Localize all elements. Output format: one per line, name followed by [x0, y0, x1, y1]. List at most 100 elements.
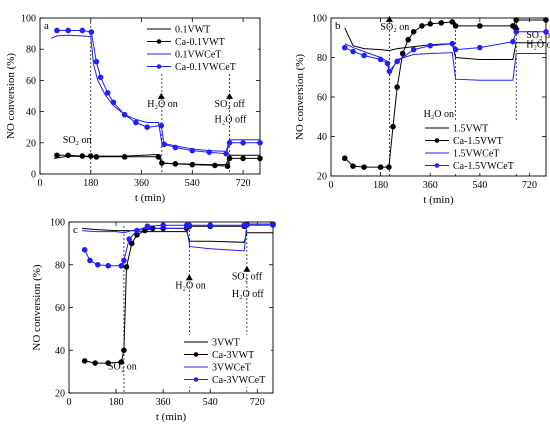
y-axis-label: NO conversion (%) — [31, 264, 43, 350]
data-point — [410, 29, 417, 35]
y-tick-label: 60 — [26, 76, 36, 87]
data-point — [452, 46, 459, 53]
legend-box — [423, 121, 541, 173]
annotation-text: SO₂ on — [63, 135, 92, 146]
series-line — [51, 34, 260, 152]
data-point — [427, 42, 434, 49]
data-point — [121, 111, 128, 118]
data-point — [244, 222, 250, 229]
legend-marker — [434, 163, 440, 168]
data-point — [161, 141, 167, 148]
series-line — [84, 224, 273, 267]
data-point — [223, 150, 229, 157]
data-point — [105, 360, 112, 366]
data-point — [377, 164, 384, 170]
x-tick-label: 720 — [250, 397, 265, 408]
data-point — [159, 160, 165, 166]
x-axis-label: t (min) — [135, 192, 166, 204]
data-point — [158, 122, 165, 129]
data-point — [87, 257, 93, 264]
series-Ca-1.5VWCeT — [341, 29, 549, 75]
data-point — [386, 164, 392, 170]
annotation-text: SO₂ on — [108, 361, 137, 372]
legend-label: 0.1VWT — [175, 25, 210, 36]
y-tick-label: 40 — [26, 107, 36, 118]
data-point — [54, 152, 60, 159]
y-tick-label: 20 — [317, 172, 327, 183]
data-point — [121, 257, 127, 264]
y-tick-label: 100 — [50, 218, 65, 229]
series-line — [344, 31, 546, 73]
data-point — [361, 164, 367, 170]
legend-label: 3VWT — [212, 338, 240, 349]
data-point — [377, 56, 384, 63]
legend-label: 1.5VWT — [453, 124, 488, 135]
series-Ca-1.5VWT — [341, 17, 549, 170]
data-point — [118, 263, 125, 269]
series-Ca-0.1VWT — [54, 152, 263, 169]
x-tick-label: 540 — [203, 397, 218, 408]
data-point — [390, 123, 396, 130]
annotation-text: H₂O on — [424, 109, 454, 120]
data-point — [513, 17, 520, 23]
data-point — [341, 155, 348, 162]
data-point — [93, 58, 100, 65]
x-tick-label: 720 — [236, 178, 251, 189]
data-point — [87, 153, 94, 159]
legend-marker — [193, 352, 199, 357]
data-point — [510, 38, 516, 45]
data-point — [172, 144, 179, 151]
data-point — [97, 74, 104, 81]
y-axis-label: NO conversion (%) — [294, 54, 306, 140]
data-point — [452, 23, 459, 29]
data-point — [386, 68, 393, 75]
data-point — [144, 124, 150, 130]
data-point — [270, 222, 276, 229]
data-point — [341, 44, 348, 51]
panel-c: 0 180 360 540 720 20 40 60 80 100 t (min) NO conver… — [31, 218, 276, 423]
panel-letter: a — [44, 20, 49, 32]
legend-marker — [434, 138, 440, 143]
x-tick-label: 180 — [373, 180, 388, 191]
data-point — [410, 46, 417, 53]
data-point — [104, 90, 111, 96]
event-arrow — [243, 265, 251, 272]
y-axis-label: NO conversion (%) — [5, 53, 17, 139]
x-tick-label: 720 — [522, 180, 537, 191]
legend-label: Ca-3VWCeT — [212, 375, 265, 386]
data-point — [118, 359, 125, 365]
data-point — [350, 48, 356, 55]
data-point — [384, 60, 391, 67]
data-point — [128, 240, 135, 247]
legend-box — [145, 22, 258, 74]
x-tick-label: 360 — [156, 397, 171, 408]
panel-letter: c — [73, 224, 78, 236]
data-point — [394, 58, 400, 65]
data-point — [65, 152, 72, 159]
annotation-text: H₂O off — [526, 40, 550, 51]
series-3VWCeT — [82, 223, 273, 252]
data-point — [394, 84, 400, 90]
data-point — [121, 154, 128, 160]
data-point — [206, 149, 213, 155]
x-tick-label: 360 — [134, 178, 149, 189]
data-point — [160, 222, 166, 229]
legend-label: 0.1VWCeT — [175, 50, 221, 61]
y-tick-label: 60 — [317, 93, 327, 104]
series-line — [344, 43, 546, 81]
event-arrow — [157, 92, 165, 99]
series-line — [56, 30, 260, 155]
panel-b: 0 180 360 540 720 20 40 60 80 100 t (min) NO conver… — [294, 14, 550, 207]
data-point — [144, 223, 151, 230]
y-tick-label: 100 — [21, 14, 36, 25]
annotation-text: SO₂ on — [380, 22, 409, 33]
series-line — [82, 223, 273, 252]
x-axis-label: t (min) — [423, 194, 454, 206]
series-1.5VWT — [344, 27, 546, 60]
x-axis-label: t (min) — [156, 411, 187, 423]
y-tick-label: 0 — [31, 170, 36, 181]
annotation-text: SO₂ off — [232, 272, 263, 283]
